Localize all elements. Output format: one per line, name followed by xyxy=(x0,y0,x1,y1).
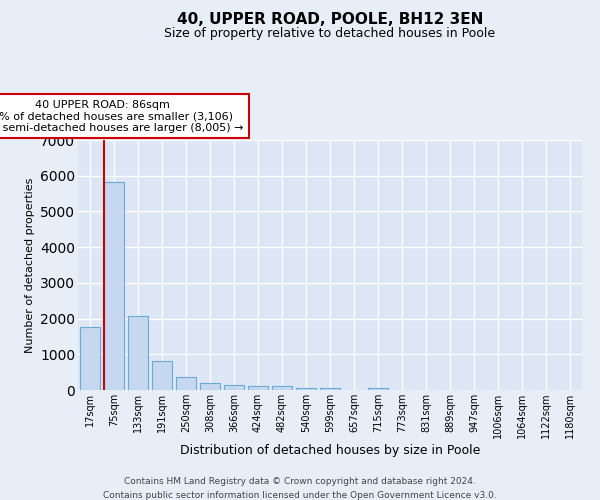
Bar xyxy=(80,327,100,390)
Bar xyxy=(224,386,244,390)
Bar xyxy=(176,377,196,390)
Bar xyxy=(320,388,340,390)
X-axis label: Distribution of detached houses by size in Poole: Distribution of detached houses by size … xyxy=(180,444,480,457)
Bar xyxy=(296,388,316,390)
Text: 40, UPPER ROAD, POOLE, BH12 3EN: 40, UPPER ROAD, POOLE, BH12 3EN xyxy=(177,12,483,28)
Y-axis label: Number of detached properties: Number of detached properties xyxy=(25,178,35,352)
Bar xyxy=(200,382,220,390)
Text: Contains public sector information licensed under the Open Government Licence v3: Contains public sector information licen… xyxy=(103,491,497,500)
Bar xyxy=(128,316,148,390)
Text: 40 UPPER ROAD: 86sqm
← 28% of detached houses are smaller (3,106)
72% of semi-de: 40 UPPER ROAD: 86sqm ← 28% of detached h… xyxy=(0,100,244,133)
Bar xyxy=(368,388,388,390)
Text: Size of property relative to detached houses in Poole: Size of property relative to detached ho… xyxy=(164,28,496,40)
Bar xyxy=(272,386,292,390)
Text: Contains HM Land Registry data © Crown copyright and database right 2024.: Contains HM Land Registry data © Crown c… xyxy=(124,478,476,486)
Bar xyxy=(152,360,172,390)
Bar xyxy=(248,386,268,390)
Bar xyxy=(104,182,124,390)
